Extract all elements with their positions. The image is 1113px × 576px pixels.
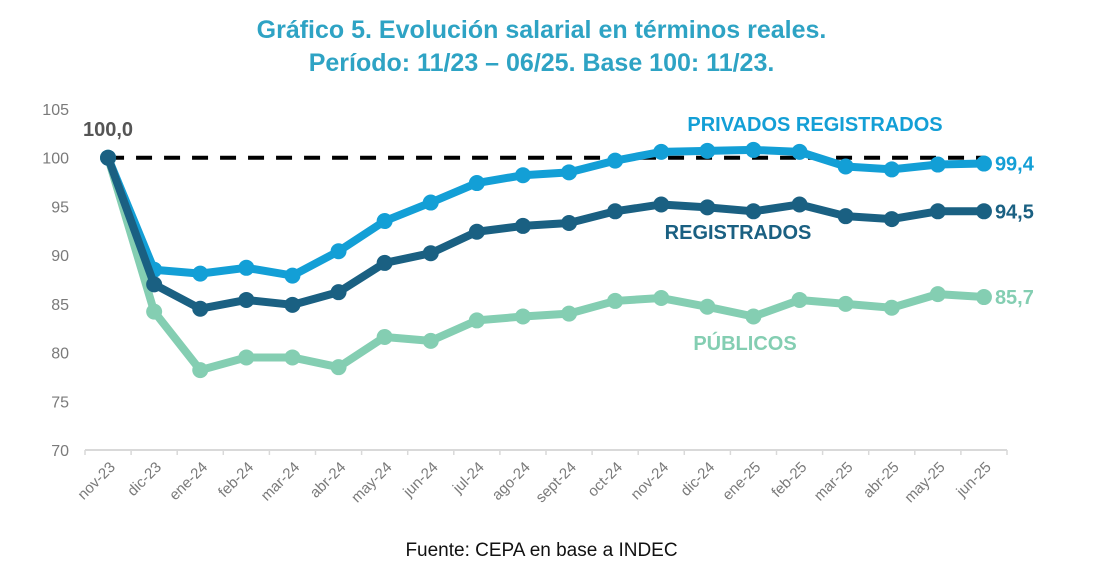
x-tick-label: ene-24 — [166, 459, 211, 504]
data-point — [653, 196, 670, 213]
x-tick-label: nov-23 — [74, 459, 118, 503]
data-point — [791, 196, 808, 213]
data-point — [837, 208, 854, 225]
data-point — [653, 290, 670, 307]
data-point — [376, 213, 393, 230]
data-point — [561, 214, 578, 231]
data-point — [607, 292, 624, 309]
data-point — [883, 299, 900, 316]
data-point — [561, 164, 578, 181]
data-point — [100, 149, 117, 166]
data-point — [422, 245, 439, 262]
x-tick-label: jun-25 — [953, 459, 995, 501]
end-value-label: 99,4 — [995, 154, 1035, 176]
x-tick-label: may-24 — [348, 459, 395, 506]
data-point — [837, 158, 854, 175]
data-point — [791, 143, 808, 160]
data-point — [929, 156, 946, 173]
data-point — [514, 217, 531, 234]
x-tick-label: jul-24 — [449, 459, 488, 498]
data-point — [929, 286, 946, 303]
y-tick-label: 105 — [42, 102, 69, 119]
data-point — [653, 143, 670, 160]
data-point — [468, 312, 485, 329]
data-point — [975, 203, 992, 220]
data-point — [514, 167, 531, 184]
data-point — [238, 259, 255, 276]
start-value-label: 100,0 — [83, 119, 133, 141]
data-point — [929, 203, 946, 220]
data-point — [146, 303, 163, 320]
x-tick-label: jun-24 — [399, 459, 441, 501]
y-tick-label: 100 — [42, 151, 69, 168]
data-point — [607, 152, 624, 169]
chart-title-line1: Gráfico 5. Evolución salarial en término… — [256, 16, 827, 44]
data-point — [284, 349, 301, 366]
x-tick-label: mar-24 — [258, 459, 304, 505]
data-point — [745, 203, 762, 220]
data-point — [330, 284, 347, 301]
x-tick-label: sept-24 — [532, 459, 579, 506]
x-tick-label: feb-25 — [768, 459, 810, 501]
y-tick-label: 85 — [51, 297, 69, 314]
data-point — [883, 161, 900, 178]
data-point — [837, 295, 854, 312]
series-line-registrados — [104, 153, 988, 313]
chart-subtitle: Período: 11/23 – 06/25. Base 100: 11/23. — [308, 49, 775, 77]
data-point — [284, 296, 301, 313]
data-point — [975, 289, 992, 306]
y-tick-label: 80 — [51, 346, 69, 363]
series-label: PÚBLICOS — [693, 331, 796, 355]
data-point — [422, 194, 439, 211]
source-note: Fuente: CEPA en base a INDEC — [405, 540, 678, 561]
data-point — [699, 199, 716, 216]
data-point — [699, 298, 716, 315]
data-point — [330, 359, 347, 376]
data-point — [192, 300, 209, 317]
x-tick-label: abr-24 — [307, 459, 350, 502]
data-point — [422, 332, 439, 349]
data-point — [192, 265, 209, 282]
x-tick-label: ago-24 — [489, 459, 534, 504]
data-point — [468, 223, 485, 240]
data-point — [607, 203, 624, 220]
data-point — [791, 291, 808, 308]
data-point — [238, 291, 255, 308]
data-point — [468, 175, 485, 192]
x-tick-label: dic-23 — [124, 459, 165, 500]
data-point — [192, 362, 209, 379]
data-point — [238, 349, 255, 366]
data-point — [330, 243, 347, 260]
x-tick-label: oct-24 — [584, 459, 626, 501]
data-point — [376, 254, 393, 271]
x-tick-label: ene-25 — [719, 459, 764, 504]
data-point — [514, 308, 531, 325]
data-point — [284, 267, 301, 284]
data-point — [745, 141, 762, 158]
end-value-label: 94,5 — [995, 201, 1034, 223]
series-label: REGISTRADOS — [665, 222, 812, 244]
y-tick-label: 75 — [51, 394, 69, 411]
x-tick-label: dic-24 — [677, 459, 718, 500]
y-tick-label: 95 — [51, 199, 69, 216]
data-point — [699, 142, 716, 159]
y-tick-label: 90 — [51, 248, 69, 265]
data-point — [975, 155, 992, 172]
x-tick-label: mar-25 — [811, 459, 857, 505]
data-point — [883, 211, 900, 228]
x-tick-label: nov-24 — [628, 459, 672, 503]
end-value-label: 85,7 — [995, 287, 1034, 309]
x-tick-label: may-25 — [901, 459, 948, 506]
y-tick-label: 70 — [51, 443, 69, 460]
data-point — [745, 308, 762, 325]
x-tick-label: feb-24 — [215, 459, 257, 501]
chart-title: Gráfico 5. Evolución salarial en término… — [0, 14, 1083, 80]
x-tick-label: abr-25 — [860, 459, 903, 502]
data-point — [146, 276, 163, 293]
data-point — [376, 328, 393, 345]
data-point — [561, 305, 578, 322]
series-label: PRIVADOS REGISTRADOS — [687, 114, 942, 136]
